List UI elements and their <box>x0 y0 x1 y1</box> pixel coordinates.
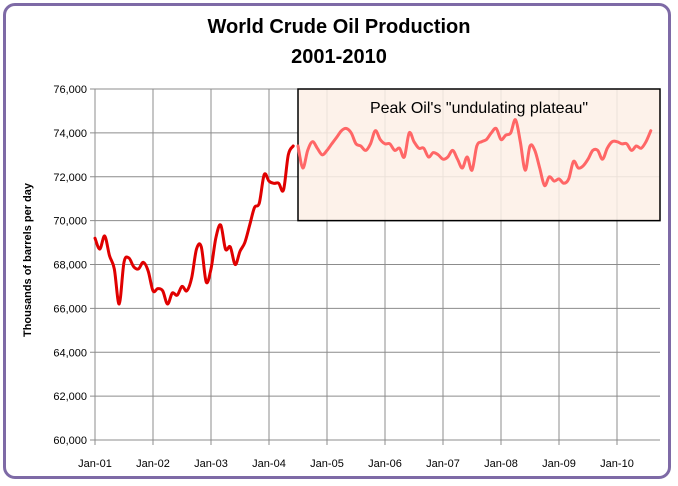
y-tick-label: 76,000 <box>53 84 87 96</box>
x-tick-label: Jan-10 <box>600 458 634 470</box>
plateau-annotation-text: Peak Oil's "undulating plateau" <box>370 100 588 117</box>
y-tick-label: 74,000 <box>53 128 87 140</box>
x-tick-labels: Jan-01 Jan-02 Jan-03 Jan-04 Jan-05 Jan-06 Jan-… <box>78 458 634 470</box>
y-tick-label: 66,000 <box>53 303 87 315</box>
x-tick-label: Jan-09 <box>542 458 576 470</box>
y-tick-label: 68,000 <box>53 260 87 272</box>
x-tick-label: Jan-07 <box>426 458 460 470</box>
chart-title: World Crude Oil Production <box>207 16 471 38</box>
x-tick-label: Jan-02 <box>136 458 170 470</box>
axes <box>90 88 660 445</box>
y-tick-label: 72,000 <box>53 172 87 184</box>
x-tick-label: Jan-03 <box>194 458 228 470</box>
chart-subtitle: 2001-2010 <box>291 46 387 68</box>
x-tick-label: Jan-01 <box>78 458 112 470</box>
y-tick-label: 70,000 <box>53 216 87 228</box>
series-lines <box>93 118 653 306</box>
y-tick-label: 64,000 <box>53 347 87 359</box>
x-tick-label: Jan-04 <box>252 458 286 470</box>
y-tick-labels: 60,000 62,000 64,000 66,000 68,000 70,000 72,0… <box>53 84 87 447</box>
x-tick-label: Jan-06 <box>368 458 402 470</box>
series-line-2001-2004 <box>93 144 295 306</box>
x-tick-label: Jan-05 <box>310 458 344 470</box>
y-tick-label: 60,000 <box>53 435 87 447</box>
x-tick-label: Jan-08 <box>484 458 518 470</box>
y-tick-label: 62,000 <box>53 391 87 403</box>
chart-frame <box>3 3 671 479</box>
series-line-plateau <box>296 118 653 188</box>
